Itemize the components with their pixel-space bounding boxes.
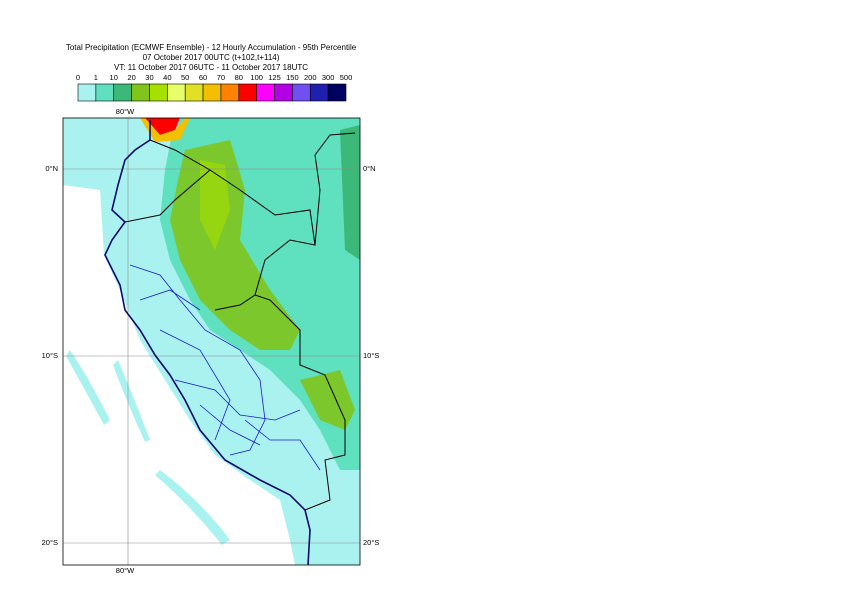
- legend-label: 125: [268, 73, 281, 82]
- legend-label: 20: [127, 73, 135, 82]
- legend-label: 1: [94, 73, 98, 82]
- lon-label: 80°W: [116, 107, 135, 116]
- legend-swatch: [256, 83, 275, 102]
- legend-swatch: [113, 83, 132, 102]
- legend-label: 10: [110, 73, 118, 82]
- legend-swatch: [77, 83, 97, 102]
- legend-swatch: [184, 83, 204, 102]
- legend-label: 70: [217, 73, 225, 82]
- legend-label: 30: [145, 73, 153, 82]
- legend-swatch: [238, 83, 257, 102]
- lat-label: 20°S: [42, 538, 58, 547]
- lat-label: 20°S: [363, 538, 379, 547]
- run-time: 07 October 2017 00UTC (t+102,t+114): [143, 53, 280, 62]
- lat-label: 0°N: [45, 164, 58, 173]
- legend-swatch: [149, 83, 168, 102]
- lat-label: 10°S: [42, 351, 58, 360]
- legend-swatch: [274, 83, 293, 102]
- lon-label: 80°W: [116, 566, 135, 575]
- legend-swatch: [327, 83, 347, 102]
- lat-label: 10°S: [363, 351, 379, 360]
- legend-swatch: [220, 83, 240, 102]
- map: 80°W 80°W 0°N 0°N 10°S 10°S 20°S 20°S: [42, 107, 380, 575]
- legend-label: 150: [286, 73, 299, 82]
- colorbar: 0 1 10 20 30 40 50 60 70 80 100 125 150 200 300 500: [76, 73, 353, 102]
- legend-label: 50: [181, 73, 189, 82]
- legend-label: 60: [199, 73, 207, 82]
- legend-label: 300: [322, 73, 335, 82]
- map-frame: [62, 117, 361, 566]
- legend-swatch: [202, 83, 222, 102]
- legend-label: 500: [340, 73, 353, 82]
- legend-swatch: [131, 83, 150, 102]
- legend-swatch: [309, 83, 329, 102]
- valid-time: VT: 11 October 2017 06UTC - 11 October 2…: [114, 63, 308, 72]
- legend-swatch: [95, 83, 115, 102]
- legend-label: 0: [76, 73, 80, 82]
- legend-swatch: [292, 83, 311, 102]
- legend-swatch: [167, 83, 186, 102]
- legend-label: 40: [163, 73, 171, 82]
- legend-label: 100: [250, 73, 263, 82]
- title: Total Precipitation (ECMWF Ensemble) - 1…: [66, 43, 357, 52]
- lat-label: 0°N: [363, 164, 376, 173]
- legend-label: 200: [304, 73, 317, 82]
- legend-label: 80: [235, 73, 243, 82]
